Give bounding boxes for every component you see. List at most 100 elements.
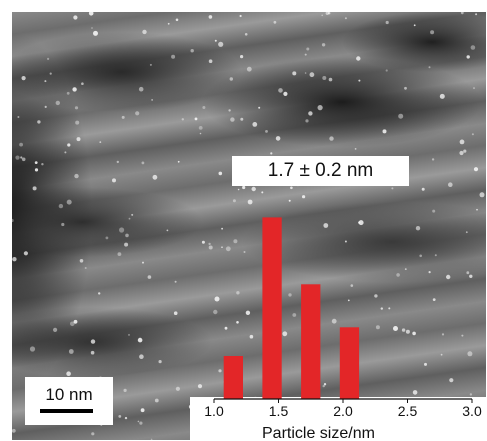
nanoparticle [449, 378, 454, 383]
nanoparticle [358, 79, 361, 82]
nanoparticle [76, 137, 81, 142]
nanoparticle [473, 87, 475, 90]
nanoparticle [404, 268, 407, 270]
nanoparticle [347, 299, 350, 302]
scale-bar-box: 10 nm [25, 377, 113, 425]
nanoparticle [21, 76, 26, 81]
nanoparticle [12, 218, 14, 223]
nanoparticle [244, 33, 248, 36]
nanoparticle [91, 432, 95, 436]
nanoparticle [323, 223, 329, 228]
x-tick-label: 1.0 [204, 403, 224, 419]
nanoparticle [388, 307, 391, 310]
nanoparticle [66, 91, 70, 95]
nanoparticle [396, 273, 400, 277]
nanoparticle [247, 199, 253, 205]
nanoparticle [393, 326, 398, 331]
nanoparticle [358, 220, 364, 226]
nanoparticle [41, 163, 44, 166]
nanoparticle [74, 173, 79, 179]
x-tick-label: 3.0 [462, 403, 482, 419]
nanoparticle [20, 156, 23, 159]
histogram-bar [223, 356, 243, 399]
nanoparticle [121, 115, 125, 119]
nanoparticle [139, 421, 143, 425]
nanoparticle [236, 291, 240, 295]
nanoparticle [21, 157, 26, 162]
nanoparticle [81, 82, 84, 85]
nanoparticle [208, 242, 211, 246]
nanoparticle [459, 150, 464, 156]
nanoparticle [329, 136, 334, 141]
nanoparticle [44, 105, 47, 108]
nanoparticle [70, 321, 75, 327]
nanoparticle [128, 217, 131, 220]
nanoparticle [466, 271, 470, 275]
nanoparticle [190, 49, 194, 53]
nanoparticle [116, 160, 120, 164]
size-label-text: 1.7 ± 0.2 nm [267, 160, 374, 181]
nanoparticle [208, 15, 213, 19]
x-tick-label: 2.5 [398, 403, 418, 419]
nanoparticle [152, 174, 158, 180]
nanoparticle [428, 271, 431, 274]
nanoparticle [476, 208, 478, 211]
nanoparticle [350, 284, 354, 287]
nanoparticle [382, 129, 387, 134]
nanoparticle [174, 280, 177, 283]
nanoparticle [64, 151, 67, 154]
nanoparticle [446, 274, 451, 280]
nanoparticle [232, 199, 236, 203]
nanoparticle [198, 126, 203, 130]
nanoparticle [58, 203, 64, 209]
nanoparticle [258, 106, 261, 109]
nanoparticle [150, 438, 153, 440]
nanoparticle [317, 105, 323, 111]
nanoparticle [304, 53, 307, 56]
nanoparticle [175, 386, 180, 391]
nanoparticle [431, 158, 435, 161]
nanoparticle [17, 116, 20, 118]
size-label: 1.7 ± 0.2 nm [232, 156, 409, 186]
histogram-bar [339, 327, 360, 399]
nanoparticle [214, 296, 220, 302]
nanoparticle [321, 43, 326, 47]
nanoparticle [93, 30, 98, 36]
nanoparticle [385, 69, 388, 72]
nanoparticle [270, 152, 273, 155]
nanoparticle [124, 416, 128, 420]
nanoparticle [463, 149, 467, 153]
nanoparticle [201, 240, 205, 244]
nanoparticle [252, 122, 258, 127]
nanoparticle [428, 66, 431, 69]
nanoparticle [131, 213, 134, 216]
nanoparticle [34, 161, 38, 165]
nanoparticle [199, 132, 202, 135]
nanoparticle [55, 100, 60, 106]
nanoparticle [12, 257, 17, 262]
nanoparticle [419, 254, 423, 258]
nanoparticle [225, 246, 231, 252]
nanoparticle [140, 408, 145, 413]
nanoparticle [243, 251, 246, 253]
nanoparticle [273, 20, 277, 24]
nanoparticle [99, 141, 102, 144]
nanoparticle [91, 27, 93, 29]
nanoparticle [137, 420, 140, 423]
nanoparticle [292, 71, 297, 76]
nanoparticle [32, 186, 37, 191]
nanoparticle [467, 351, 473, 357]
nanoparticle [98, 292, 101, 295]
nanoparticle [432, 209, 436, 213]
nanoparticle [391, 187, 394, 190]
nanoparticle [278, 88, 283, 93]
nanoparticle [236, 321, 239, 324]
nanoparticle [73, 319, 78, 324]
nanoparticle [125, 233, 129, 238]
nanoparticle [306, 47, 310, 51]
nanoparticle [29, 346, 36, 352]
x-tick-label: 2.0 [333, 403, 353, 419]
nanoparticle [283, 91, 288, 96]
nanoparticle [322, 76, 327, 80]
